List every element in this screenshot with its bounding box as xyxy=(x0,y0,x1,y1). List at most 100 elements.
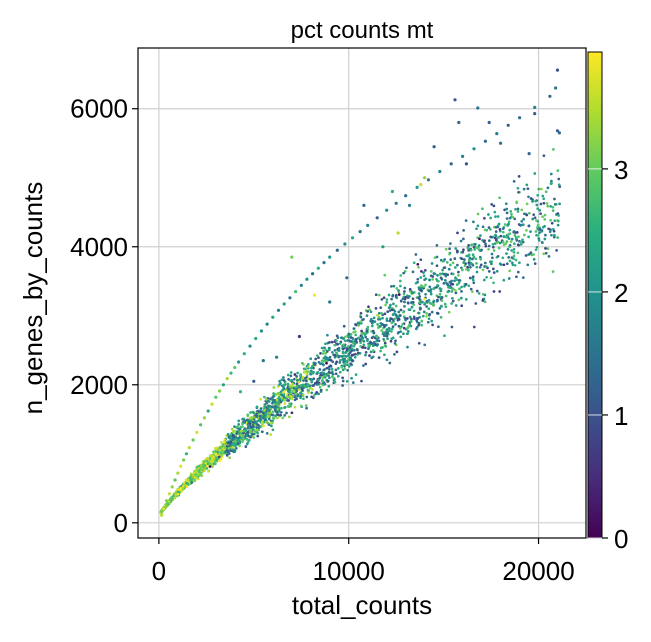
cloud-point xyxy=(345,359,349,363)
cloud-point xyxy=(271,410,275,414)
cloud-point xyxy=(380,329,383,332)
cloud-point xyxy=(197,470,201,474)
cloud-point xyxy=(521,240,525,244)
cloud-point xyxy=(338,354,342,358)
cloud-point xyxy=(336,367,340,370)
cloud-point xyxy=(321,352,325,355)
cloud-point xyxy=(422,285,426,289)
cloud-point xyxy=(489,227,492,231)
cloud-point xyxy=(478,265,482,269)
cloud-point xyxy=(220,453,224,457)
cloud-point xyxy=(472,255,476,259)
cloud-point xyxy=(277,404,281,408)
cloud-point xyxy=(494,215,497,218)
cloud-point xyxy=(255,428,258,432)
cloud-point xyxy=(194,474,198,478)
cloud-point xyxy=(478,255,482,259)
cloud-point xyxy=(227,446,231,450)
cloud-point xyxy=(359,345,362,348)
cloud-point xyxy=(449,263,452,267)
cloud-point xyxy=(416,262,420,266)
data-point xyxy=(199,423,203,427)
cloud-point xyxy=(368,354,371,357)
cloud-point xyxy=(417,323,421,327)
cloud-point xyxy=(275,410,279,414)
cloud-point xyxy=(505,240,509,243)
cloud-point xyxy=(176,490,180,494)
cloud-point xyxy=(509,210,513,213)
cloud-point xyxy=(238,444,241,448)
data-point xyxy=(265,322,269,326)
cloud-point xyxy=(507,222,510,226)
data-point xyxy=(299,283,303,287)
cloud-point xyxy=(360,329,363,333)
cloud-point xyxy=(381,332,385,336)
cloud-point xyxy=(417,341,421,345)
data-point xyxy=(438,169,442,174)
cloud-point xyxy=(550,179,553,183)
cloud-point xyxy=(527,195,530,199)
cloud-point xyxy=(237,436,241,440)
cloud-point xyxy=(454,276,457,280)
cloud-point xyxy=(305,372,308,376)
cloud-point xyxy=(372,340,376,344)
cloud-point xyxy=(453,257,457,260)
cloud-point xyxy=(522,212,526,216)
cloud-point xyxy=(368,308,372,312)
cloud-point xyxy=(383,273,387,277)
data-point xyxy=(242,352,246,356)
cloud-point xyxy=(299,396,302,400)
cloud-point xyxy=(419,276,423,279)
cloud-point xyxy=(263,395,266,399)
grid-lines xyxy=(138,48,586,538)
cloud-point xyxy=(313,381,317,385)
cloud-point xyxy=(349,332,353,336)
cloud-point xyxy=(494,230,498,233)
cloud-point xyxy=(471,253,475,257)
cloud-point xyxy=(505,252,508,255)
cloud-point xyxy=(393,353,396,356)
cloud-point xyxy=(164,505,168,508)
data-point xyxy=(305,277,309,281)
cloud-point xyxy=(525,183,529,187)
cloud-point xyxy=(287,399,290,402)
cloud-point xyxy=(357,336,361,340)
cloud-point xyxy=(323,359,326,363)
cloud-point xyxy=(490,203,494,206)
cloud-point xyxy=(345,363,349,367)
cloud-point xyxy=(429,270,433,273)
cloud-point xyxy=(533,172,537,175)
cloud-point xyxy=(501,230,505,234)
cloud-point xyxy=(481,225,485,229)
cloud-point xyxy=(407,308,411,311)
cloud-point xyxy=(286,382,290,386)
cloud-point xyxy=(279,410,283,414)
y-axis-ticks: 0 2000 4000 6000 xyxy=(70,94,138,538)
cloud-point xyxy=(269,397,272,401)
cloud-point xyxy=(271,398,275,402)
cloud-point xyxy=(359,311,363,315)
cloud-point xyxy=(363,346,367,350)
y-axis-label: n_genes_by_counts xyxy=(18,182,48,415)
cloud-point xyxy=(538,209,542,212)
cloud-point xyxy=(294,392,298,396)
cloud-point xyxy=(453,266,457,269)
cloud-point xyxy=(551,205,555,209)
cloud-point xyxy=(555,249,558,252)
cloud-point xyxy=(385,319,389,323)
cloud-point xyxy=(269,421,273,425)
cloud-point xyxy=(341,379,345,383)
cloud-point xyxy=(492,281,495,285)
cloud-point xyxy=(525,213,529,217)
cloud-point xyxy=(460,285,463,289)
cloud-point xyxy=(507,237,511,240)
cloud-point xyxy=(341,376,344,380)
cloud-point xyxy=(353,352,357,356)
cloud-point xyxy=(306,363,310,366)
cloud-point xyxy=(327,348,331,352)
cloud-point xyxy=(542,201,546,205)
cloud-point xyxy=(343,363,347,366)
cloud-point xyxy=(467,284,471,288)
cloud-point xyxy=(362,343,366,347)
cloud-point xyxy=(403,300,406,304)
